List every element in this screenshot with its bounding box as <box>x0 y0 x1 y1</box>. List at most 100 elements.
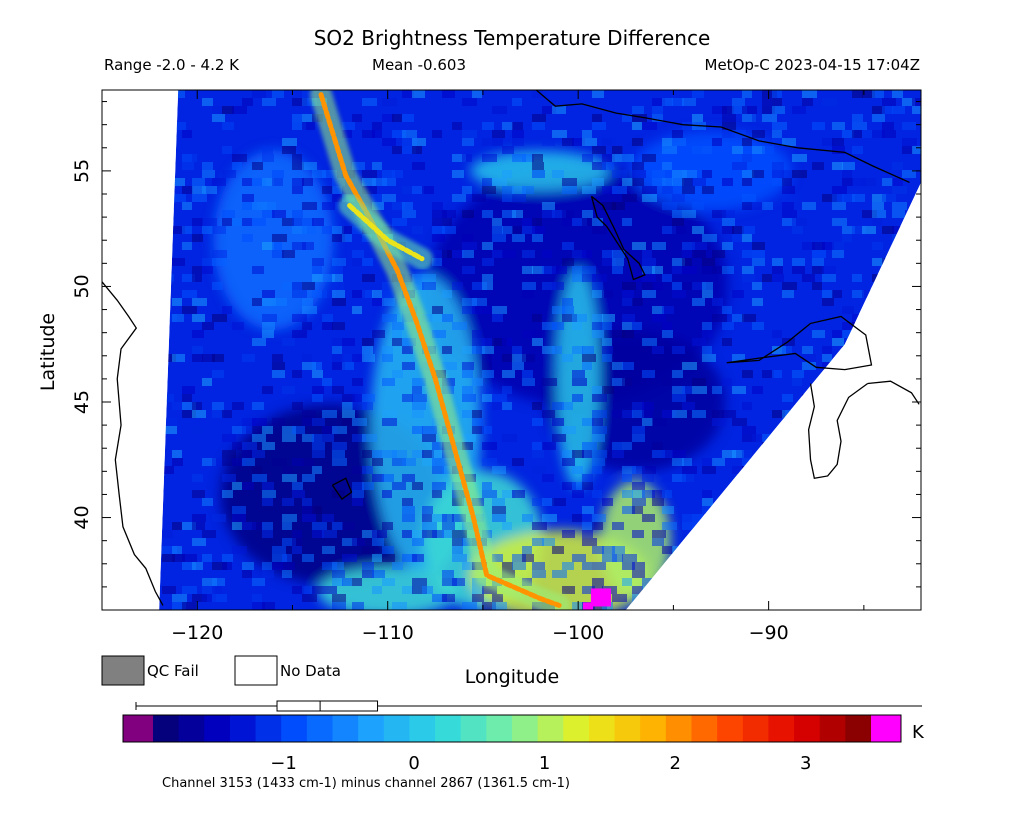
texture-pixel <box>682 458 692 466</box>
texture-pixel <box>642 466 656 474</box>
texture-pixel <box>642 402 654 410</box>
texture-pixel <box>322 226 333 234</box>
texture-pixel <box>592 522 603 530</box>
texture-pixel <box>722 226 734 234</box>
texture-pixel <box>642 290 656 298</box>
texture-pixel <box>882 594 896 602</box>
texture-pixel <box>602 354 612 362</box>
texture-pixel <box>792 418 806 426</box>
texture-pixel <box>242 458 255 466</box>
texture-pixel <box>362 434 377 442</box>
texture-pixel <box>412 226 423 234</box>
texture-pixel <box>782 394 793 402</box>
texture-pixel <box>902 506 916 514</box>
texture-pixel <box>872 306 884 314</box>
texture-pixel <box>332 266 343 274</box>
texture-pixel <box>762 202 773 210</box>
texture-pixel <box>752 170 764 178</box>
texture-pixel <box>462 602 477 610</box>
texture-pixel <box>752 386 763 394</box>
texture-pixel <box>842 306 854 314</box>
colorbar-below-range <box>123 715 153 742</box>
texture-pixel <box>682 170 697 178</box>
texture-pixel <box>562 402 573 410</box>
texture-pixel <box>262 490 276 498</box>
texture-pixel <box>442 570 454 578</box>
texture-pixel <box>442 594 455 602</box>
texture-pixel <box>832 498 843 506</box>
texture-pixel <box>612 154 622 162</box>
texture-pixel <box>742 450 752 458</box>
texture-pixel <box>742 90 752 98</box>
texture-pixel <box>672 258 685 266</box>
texture-pixel <box>162 554 175 562</box>
texture-pixel <box>332 562 344 570</box>
texture-pixel <box>492 106 507 114</box>
texture-pixel <box>892 210 905 218</box>
texture-pixel <box>242 98 253 106</box>
texture-pixel <box>502 490 515 498</box>
texture-pixel <box>162 354 176 362</box>
texture-pixel <box>292 162 304 170</box>
texture-pixel <box>442 362 457 370</box>
texture-pixel <box>852 314 865 322</box>
texture-pixel <box>362 482 374 490</box>
texture-pixel <box>832 194 844 202</box>
texture-pixel <box>882 170 895 178</box>
texture-pixel <box>482 458 497 466</box>
texture-pixel <box>662 378 672 386</box>
texture-pixel <box>592 426 607 434</box>
texture-pixel <box>722 266 734 274</box>
texture-pixel <box>592 330 604 338</box>
texture-pixel <box>532 562 545 570</box>
texture-pixel <box>302 114 317 122</box>
texture-pixel <box>462 394 476 402</box>
texture-pixel <box>672 458 684 466</box>
texture-pixel <box>902 458 917 466</box>
texture-pixel <box>682 242 695 250</box>
texture-pixel <box>742 202 752 210</box>
texture-pixel <box>902 474 914 482</box>
texture-pixel <box>192 562 203 570</box>
y-tick-label: 50 <box>71 274 93 298</box>
texture-pixel <box>342 578 352 586</box>
texture-pixel <box>512 194 526 202</box>
texture-pixel <box>592 226 607 234</box>
texture-pixel <box>212 594 227 602</box>
texture-pixel <box>792 426 803 434</box>
texture-pixel <box>412 274 422 282</box>
texture-pixel <box>772 106 785 114</box>
texture-pixel <box>602 250 613 258</box>
x-tick-label: −100 <box>552 622 604 644</box>
texture-pixel <box>612 594 627 602</box>
colorbar-segment <box>204 715 231 742</box>
texture-pixel <box>402 498 413 506</box>
texture-pixel <box>442 90 455 98</box>
texture-pixel <box>682 210 696 218</box>
texture-pixel <box>772 122 787 130</box>
texture-pixel <box>852 538 866 546</box>
texture-pixel <box>882 290 893 298</box>
texture-pixel <box>362 170 377 178</box>
texture-pixel <box>892 90 903 98</box>
texture-pixel <box>752 298 763 306</box>
texture-pixel <box>672 194 685 202</box>
texture-pixel <box>812 586 824 594</box>
texture-pixel <box>382 178 396 186</box>
texture-pixel <box>322 426 337 434</box>
texture-pixel <box>772 466 783 474</box>
texture-pixel <box>582 562 592 570</box>
texture-pixel <box>702 562 715 570</box>
texture-pixel <box>542 498 554 506</box>
texture-pixel <box>742 522 752 530</box>
texture-pixel <box>422 530 437 538</box>
texture-pixel <box>272 242 282 250</box>
texture-pixel <box>252 202 267 210</box>
texture-pixel <box>702 466 716 474</box>
texture-pixel <box>912 330 921 338</box>
texture-pixel <box>882 266 893 274</box>
texture-pixel <box>422 426 437 434</box>
texture-pixel <box>752 202 764 210</box>
texture-pixel <box>272 90 284 98</box>
texture-pixel <box>462 242 477 250</box>
